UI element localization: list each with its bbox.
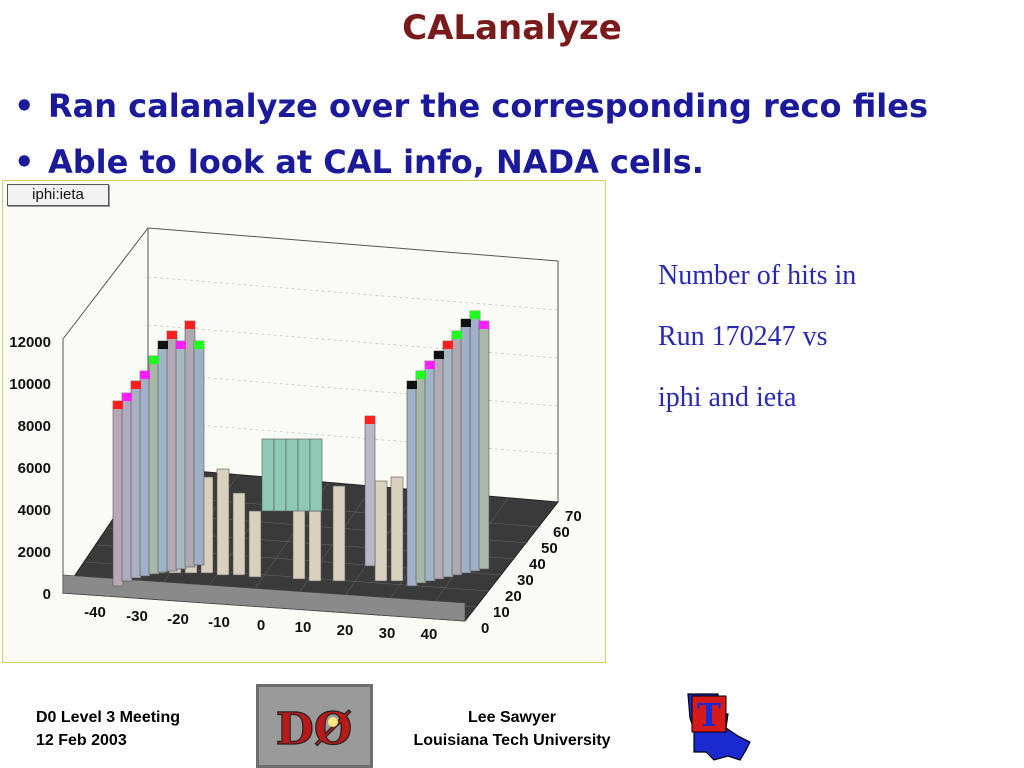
louisiana-tech-logo: T — [687, 693, 751, 761]
bullet-item: • Ran calanalyze over the corresponding r… — [14, 78, 928, 134]
side-note-line: Run 170247 vs — [658, 321, 828, 352]
z-tick-label: 4000 — [18, 502, 51, 519]
side-note-line: Number of hits in — [658, 260, 857, 291]
z-tick-label: 12000 — [9, 334, 51, 351]
tech-t-letter: T — [697, 696, 721, 734]
ieta-tick-label: 40 — [421, 626, 438, 643]
z-tick-label: 0 — [43, 586, 51, 603]
d0-logo-star — [328, 717, 338, 727]
footer-meeting-info: D0 Level 3 Meeting 12 Feb 2003 — [36, 706, 180, 752]
z-tick-label: 6000 — [18, 460, 51, 477]
footer-author-name: Lee Sawyer — [467, 709, 557, 726]
lego-plot-figure: 12000 10000 8000 6000 4000 2000 0 -40 -3… — [2, 180, 606, 663]
right-tower-caps — [407, 311, 489, 389]
plot-name-tag: iphi:ieta — [7, 184, 109, 206]
footer-author-affiliation: Louisiana Tech University — [413, 732, 611, 749]
tech-t-background — [691, 695, 727, 733]
ieta-tick-label: -20 — [167, 611, 189, 628]
d0-logo-letters: DØ — [276, 704, 352, 755]
ieta-tick-label: 30 — [379, 625, 396, 642]
left-tower-caps — [113, 321, 204, 409]
z-tick-label: 10000 — [9, 376, 51, 393]
central-medium-bars — [261, 438, 323, 512]
iphi-tick-label: 40 — [529, 556, 546, 573]
left-tall-bars — [112, 320, 205, 587]
iphi-tick-label: 60 — [553, 524, 570, 541]
central-tall-bar-cap — [365, 416, 375, 424]
ieta-tick-label: 0 — [257, 617, 265, 634]
plot-front-strip — [62, 574, 466, 622]
side-note: Number of hits in Run 170247 vs iphi and… — [658, 245, 856, 428]
ieta-tick-label: 10 — [295, 619, 312, 636]
central-tall-bar — [364, 415, 376, 567]
side-note-line: iphi and ieta — [658, 382, 797, 413]
iphi-tick-label: 0 — [481, 620, 489, 637]
bullet-text: Ran calanalyze over the corresponding re… — [48, 87, 928, 125]
iphi-tick-label: 10 — [493, 604, 510, 621]
right-tall-bars — [406, 310, 490, 587]
z-tick-label: 8000 — [18, 418, 51, 435]
iphi-tick-label: 30 — [517, 572, 534, 589]
bullet-dot-icon: • — [14, 87, 35, 125]
iphi-tick-label: 50 — [541, 540, 558, 557]
bullet-item: • Able to look at CAL info, NADA cells. — [14, 134, 928, 190]
d0-experiment-logo: DØ — [256, 684, 373, 768]
bullet-list: • Ran calanalyze over the corresponding r… — [14, 78, 928, 190]
plot-gridlines — [147, 276, 559, 455]
z-axis-tick-labels: 12000 10000 8000 6000 4000 2000 0 — [9, 334, 51, 603]
ieta-tick-label: -10 — [208, 614, 230, 631]
iphi-tick-label: 20 — [505, 588, 522, 605]
bullet-dot-icon: • — [14, 143, 35, 181]
footer-meeting-name: D0 Level 3 Meeting — [36, 709, 181, 726]
footer-author-info: Lee Sawyer Louisiana Tech University — [400, 706, 624, 752]
ieta-tick-label: -30 — [126, 608, 148, 625]
footer-meeting-date: 12 Feb 2003 — [36, 732, 127, 749]
lego-plot-graphic: 12000 10000 8000 6000 4000 2000 0 -40 -3… — [9, 227, 582, 643]
iphi-axis-tick-labels: 70 60 50 40 30 20 10 0 — [481, 508, 582, 637]
iphi-tick-label: 70 — [565, 508, 582, 525]
ieta-tick-label: -40 — [84, 604, 106, 621]
ieta-tick-label: 20 — [337, 622, 354, 639]
ieta-axis-tick-labels: -40 -30 -20 -10 0 10 20 30 40 — [84, 604, 437, 643]
slide-title: CALanalyze — [402, 8, 622, 48]
bullet-text: Able to look at CAL info, NADA cells. — [48, 143, 704, 181]
z-tick-label: 2000 — [18, 544, 51, 561]
